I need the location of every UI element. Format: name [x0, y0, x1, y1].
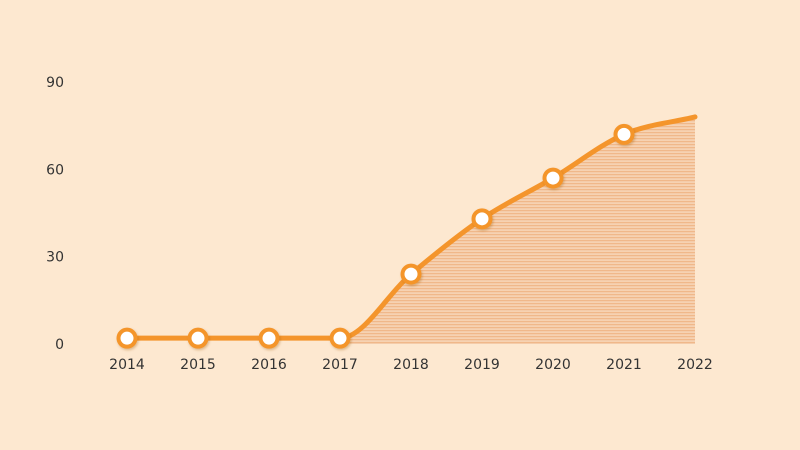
x-tick-label: 2017 — [322, 357, 358, 373]
y-tick-label: 90 — [46, 75, 64, 91]
x-tick-label: 2020 — [535, 357, 571, 373]
x-tick-label: 2022 — [677, 357, 713, 373]
data-point — [613, 123, 635, 145]
data-point — [471, 208, 493, 230]
y-axis-ticks: 0 30 60 90 — [46, 75, 64, 353]
x-axis-ticks: 2014 2015 2016 2017 2018 2019 2020 2021 2022 — [109, 357, 713, 373]
y-tick-label: 30 — [46, 250, 64, 266]
data-markers — [116, 123, 635, 349]
y-tick-label: 60 — [46, 162, 64, 178]
x-tick-label: 2018 — [393, 357, 429, 373]
x-tick-label: 2015 — [180, 357, 216, 373]
data-point — [400, 263, 422, 285]
data-point — [329, 327, 351, 349]
x-tick-label: 2019 — [464, 357, 500, 373]
data-point — [258, 327, 280, 349]
series-area — [124, 114, 698, 344]
data-point — [116, 327, 138, 349]
x-tick-label: 2016 — [251, 357, 287, 373]
data-point — [542, 167, 564, 189]
data-point — [187, 327, 209, 349]
x-tick-label: 2014 — [109, 357, 145, 373]
area-fill — [340, 116, 695, 344]
y-tick-label: 0 — [55, 337, 64, 353]
x-tick-label: 2021 — [606, 357, 642, 373]
